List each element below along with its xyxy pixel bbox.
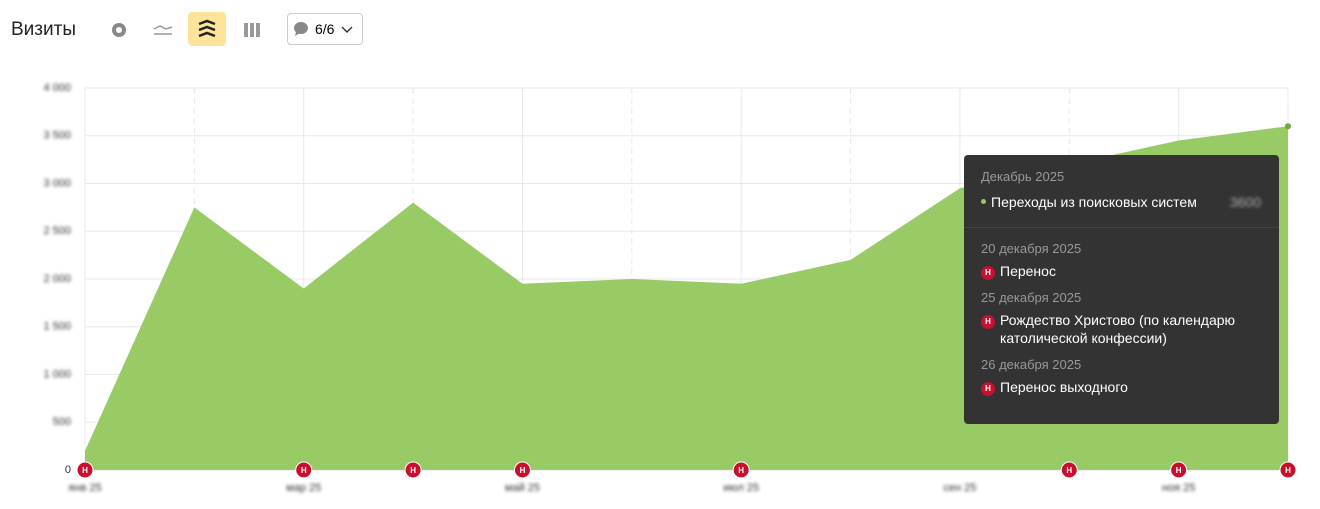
pie-icon[interactable] [109,20,129,40]
event-badge: Н [981,266,995,280]
marker-label: Н [1066,466,1072,475]
holiday-marker[interactable]: Н [513,461,531,479]
marker-circle [295,461,313,479]
event-badge: Н [981,382,995,396]
marker-circle [732,461,750,479]
segments-count: 6/6 [315,21,335,37]
holiday-marker[interactable]: Н [1279,461,1297,479]
y-tick-label: 3 000 [43,177,71,189]
tooltip-title: Декабрь 2025 [981,169,1065,184]
x-tick-label: ноя 25 [1162,482,1195,494]
area-toggle[interactable] [188,12,226,46]
marker-label: Н [301,466,307,475]
bar-icon[interactable] [242,20,262,40]
y-tick-label: 2 000 [43,273,71,285]
series-name: Переходы из поисковых систем [991,194,1197,210]
marker-label: Н [738,466,744,475]
event-date: 25 декабря 2025 [981,290,1082,305]
holiday-marker[interactable]: Н [295,461,313,479]
holiday-marker[interactable]: Н [1170,461,1188,479]
marker-label: Н [1285,466,1291,475]
x-tick-label: янв 25 [68,482,101,494]
y-tick-label: 2 500 [43,225,71,237]
y-tick-label: 4 000 [43,82,71,94]
tooltip-event: 25 декабря 2025 Н Рождество Христово (по к… [981,290,1271,347]
event-name: Перенос [1000,263,1056,279]
line-icon[interactable] [152,20,174,40]
tooltip: Декабрь 2025 Переходы из поисковых систе… [964,155,1279,424]
marker-label: Н [410,466,416,475]
y-tick-label: 1 500 [43,321,71,333]
y-tick-label: 0 [65,464,71,476]
marker-label: Н [520,466,526,475]
toolbar: Визиты 6/6 [0,10,400,48]
holiday-marker[interactable]: Н [404,461,422,479]
y-tick-label: 1 000 [43,368,71,380]
marker-label: Н [1176,466,1182,475]
event-date: 26 декабря 2025 [981,357,1082,372]
marker-circle [1060,461,1078,479]
holiday-marker[interactable]: Н [1060,461,1078,479]
tooltip-series: Переходы из поисковых систем 3600 [981,194,1271,210]
marker-circle [513,461,531,479]
y-tick-label: 500 [53,416,71,428]
y-tick-label: 3 500 [43,130,71,142]
x-tick-label: май 25 [505,482,540,494]
tooltip-event: 26 декабря 2025 Н Перенос выходного [981,357,1271,396]
marker-circle [404,461,422,479]
segments-button[interactable]: 6/6 [287,13,363,45]
series-value: 3600 [1229,194,1261,210]
title: Визиты [11,19,76,40]
point [1285,123,1291,130]
holiday-marker[interactable]: Н [732,461,750,479]
tooltip-event: 20 декабря 2025 Н Перенос [981,241,1271,280]
event-date: 20 декабря 2025 [981,241,1082,256]
x-tick-label: июл 25 [723,482,759,494]
holiday-marker[interactable]: Н [76,461,94,479]
event-name: Рождество Христово (по календарю католич… [1000,312,1236,346]
x-tick-label: сен 25 [943,482,976,494]
marker-circle [1279,461,1297,479]
event-badge: Н [981,315,995,329]
event-name: Перенос выходного [1000,379,1128,395]
x-tick-label: мар 25 [286,482,321,494]
marker-circle [76,461,94,479]
marker-circle [1170,461,1188,479]
marker-label: Н [82,466,88,475]
